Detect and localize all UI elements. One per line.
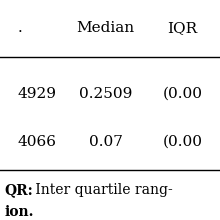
Text: .: . — [18, 21, 22, 35]
Text: 0.2509: 0.2509 — [79, 87, 132, 101]
Text: 0.07: 0.07 — [89, 135, 123, 149]
Text: 4929: 4929 — [18, 87, 57, 101]
Text: (0.00: (0.00 — [163, 87, 203, 101]
Text: QR:: QR: — [4, 183, 33, 197]
Text: (0.00: (0.00 — [163, 135, 203, 149]
Text: Median: Median — [77, 21, 135, 35]
Text: ion.: ion. — [4, 205, 34, 218]
Text: IQR: IQR — [168, 21, 198, 35]
Text: Inter quartile rang-: Inter quartile rang- — [31, 183, 172, 197]
Text: 4066: 4066 — [18, 135, 57, 149]
